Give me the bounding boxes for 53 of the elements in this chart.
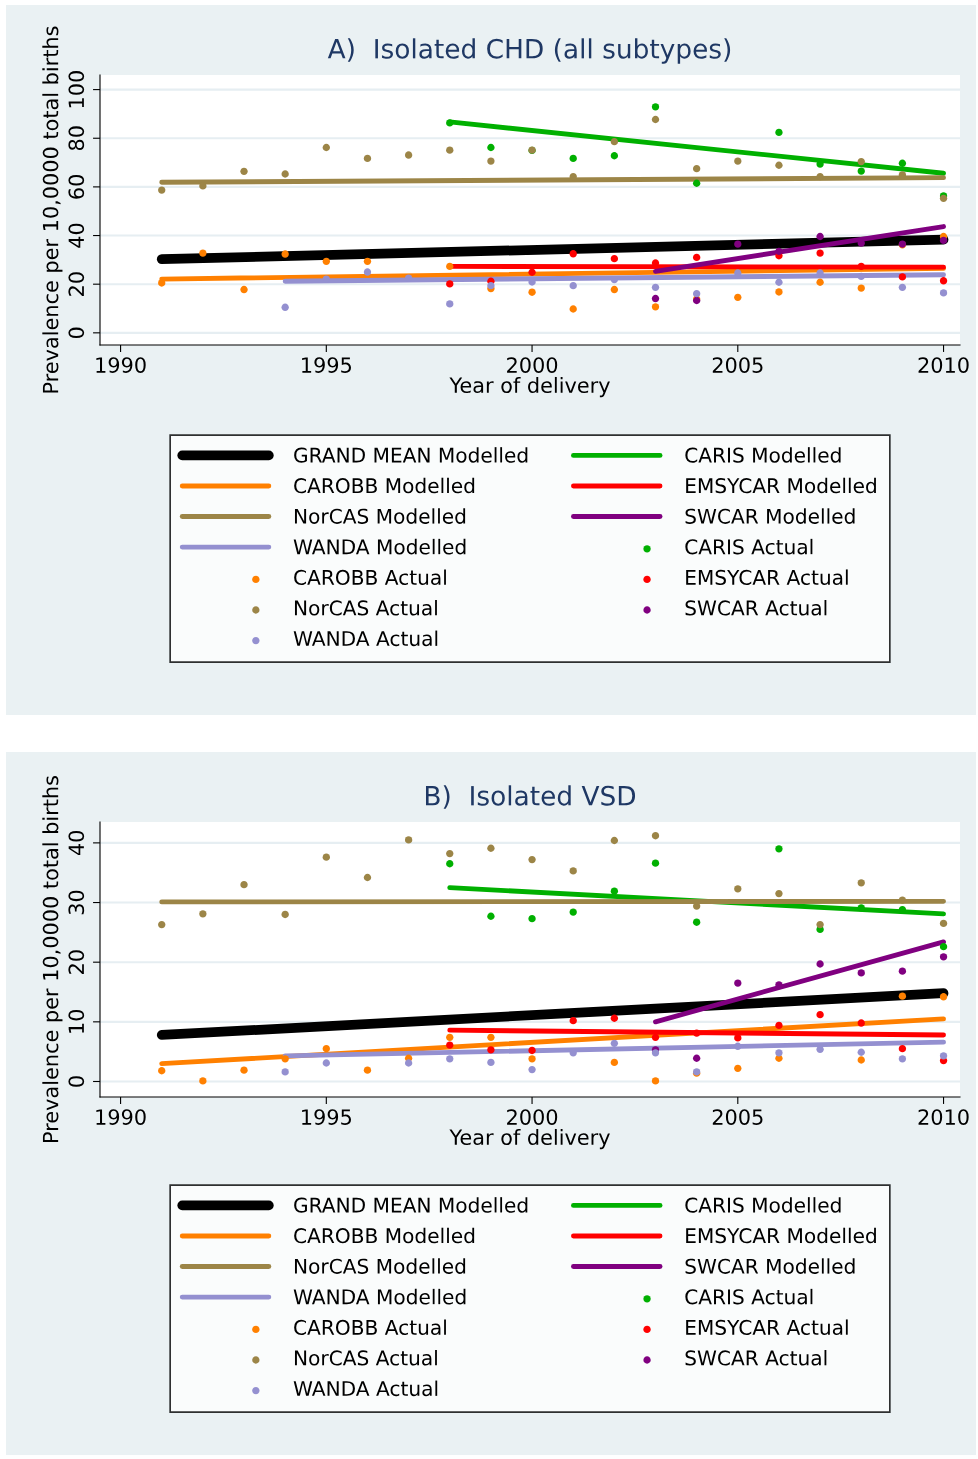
y-axis-title: Prevalence per 10,0000 total births bbox=[42, 26, 63, 393]
legend-label: SWCAR Modelled bbox=[685, 1258, 855, 1274]
legend-label: NorCAS Actual bbox=[294, 1349, 437, 1366]
legend-label: EMSYCAR Actual bbox=[686, 569, 848, 586]
y-tick-label: 0 bbox=[68, 327, 85, 339]
legend-label: WANDA Modelled bbox=[293, 1288, 466, 1305]
legend-label: CAROBB Modelled bbox=[294, 1227, 475, 1244]
legend-label: CARIS Modelled bbox=[685, 447, 841, 463]
legend-label: EMSYCAR Actual bbox=[686, 1319, 848, 1336]
legend-label: WANDA Actual bbox=[293, 1380, 438, 1397]
x-tick-label: 1995 bbox=[302, 1109, 352, 1125]
legend-label: WANDA Modelled bbox=[293, 538, 466, 555]
y-tick-label: 100 bbox=[68, 71, 85, 108]
legend-label: CARIS Actual bbox=[685, 538, 813, 555]
legend-label: CARIS Actual bbox=[685, 1288, 813, 1305]
x-tick-label: 2005 bbox=[712, 357, 763, 373]
x-tick-label: 1990 bbox=[96, 357, 146, 373]
legend-label: EMSYCAR Modelled bbox=[686, 1227, 876, 1244]
legend-label: GRAND MEAN Modelled bbox=[294, 447, 528, 463]
y-tick-label: 40 bbox=[68, 831, 85, 856]
x-tick-label: 1995 bbox=[302, 357, 352, 373]
legend-label: CAROBB Actual bbox=[294, 569, 446, 586]
y-tick-label: 30 bbox=[68, 890, 85, 915]
legend-label: NorCAS Modelled bbox=[294, 508, 466, 524]
y-tick-label: 0 bbox=[68, 1076, 85, 1087]
legend-label: NorCAS Modelled bbox=[294, 1258, 466, 1274]
x-axis-title: Year of delivery bbox=[449, 1128, 610, 1150]
legend-label: CAROBB Modelled bbox=[294, 477, 475, 494]
y-tick-label: 20 bbox=[68, 950, 85, 974]
legend-label: CAROBB Actual bbox=[294, 1319, 446, 1336]
legend-label: CARIS Modelled bbox=[685, 1197, 841, 1213]
x-tick-label: 2000 bbox=[507, 1109, 558, 1125]
legend-label: NorCAS Actual bbox=[294, 599, 437, 616]
chart-title: B) Isolated VSD bbox=[425, 785, 636, 809]
y-tick-label: 10 bbox=[68, 1009, 85, 1033]
x-tick-label: 2000 bbox=[507, 357, 558, 373]
chart-title: A) Isolated CHD (all subtypes) bbox=[327, 38, 731, 64]
x-axis-title: Year of delivery bbox=[449, 376, 610, 398]
legend-label: GRAND MEAN Modelled bbox=[294, 1197, 528, 1213]
x-tick-label: 1990 bbox=[96, 1109, 146, 1125]
x-tick-label: 2010 bbox=[918, 1109, 969, 1125]
x-tick-label: 2005 bbox=[712, 1109, 763, 1125]
legend-label: SWCAR Actual bbox=[685, 1349, 827, 1366]
legend-label: SWCAR Modelled bbox=[685, 508, 855, 524]
legend-label: EMSYCAR Modelled bbox=[686, 477, 876, 494]
y-tick-label: 80 bbox=[68, 126, 85, 151]
y-tick-label: 40 bbox=[68, 223, 85, 248]
legend-label: SWCAR Actual bbox=[685, 599, 827, 616]
y-axis-title: Prevalence per 10,0000 total births bbox=[42, 776, 63, 1142]
y-tick-label: 60 bbox=[68, 175, 85, 199]
legend-label: WANDA Actual bbox=[293, 630, 438, 647]
y-tick-label: 20 bbox=[68, 272, 85, 296]
x-tick-label: 2010 bbox=[918, 357, 969, 373]
